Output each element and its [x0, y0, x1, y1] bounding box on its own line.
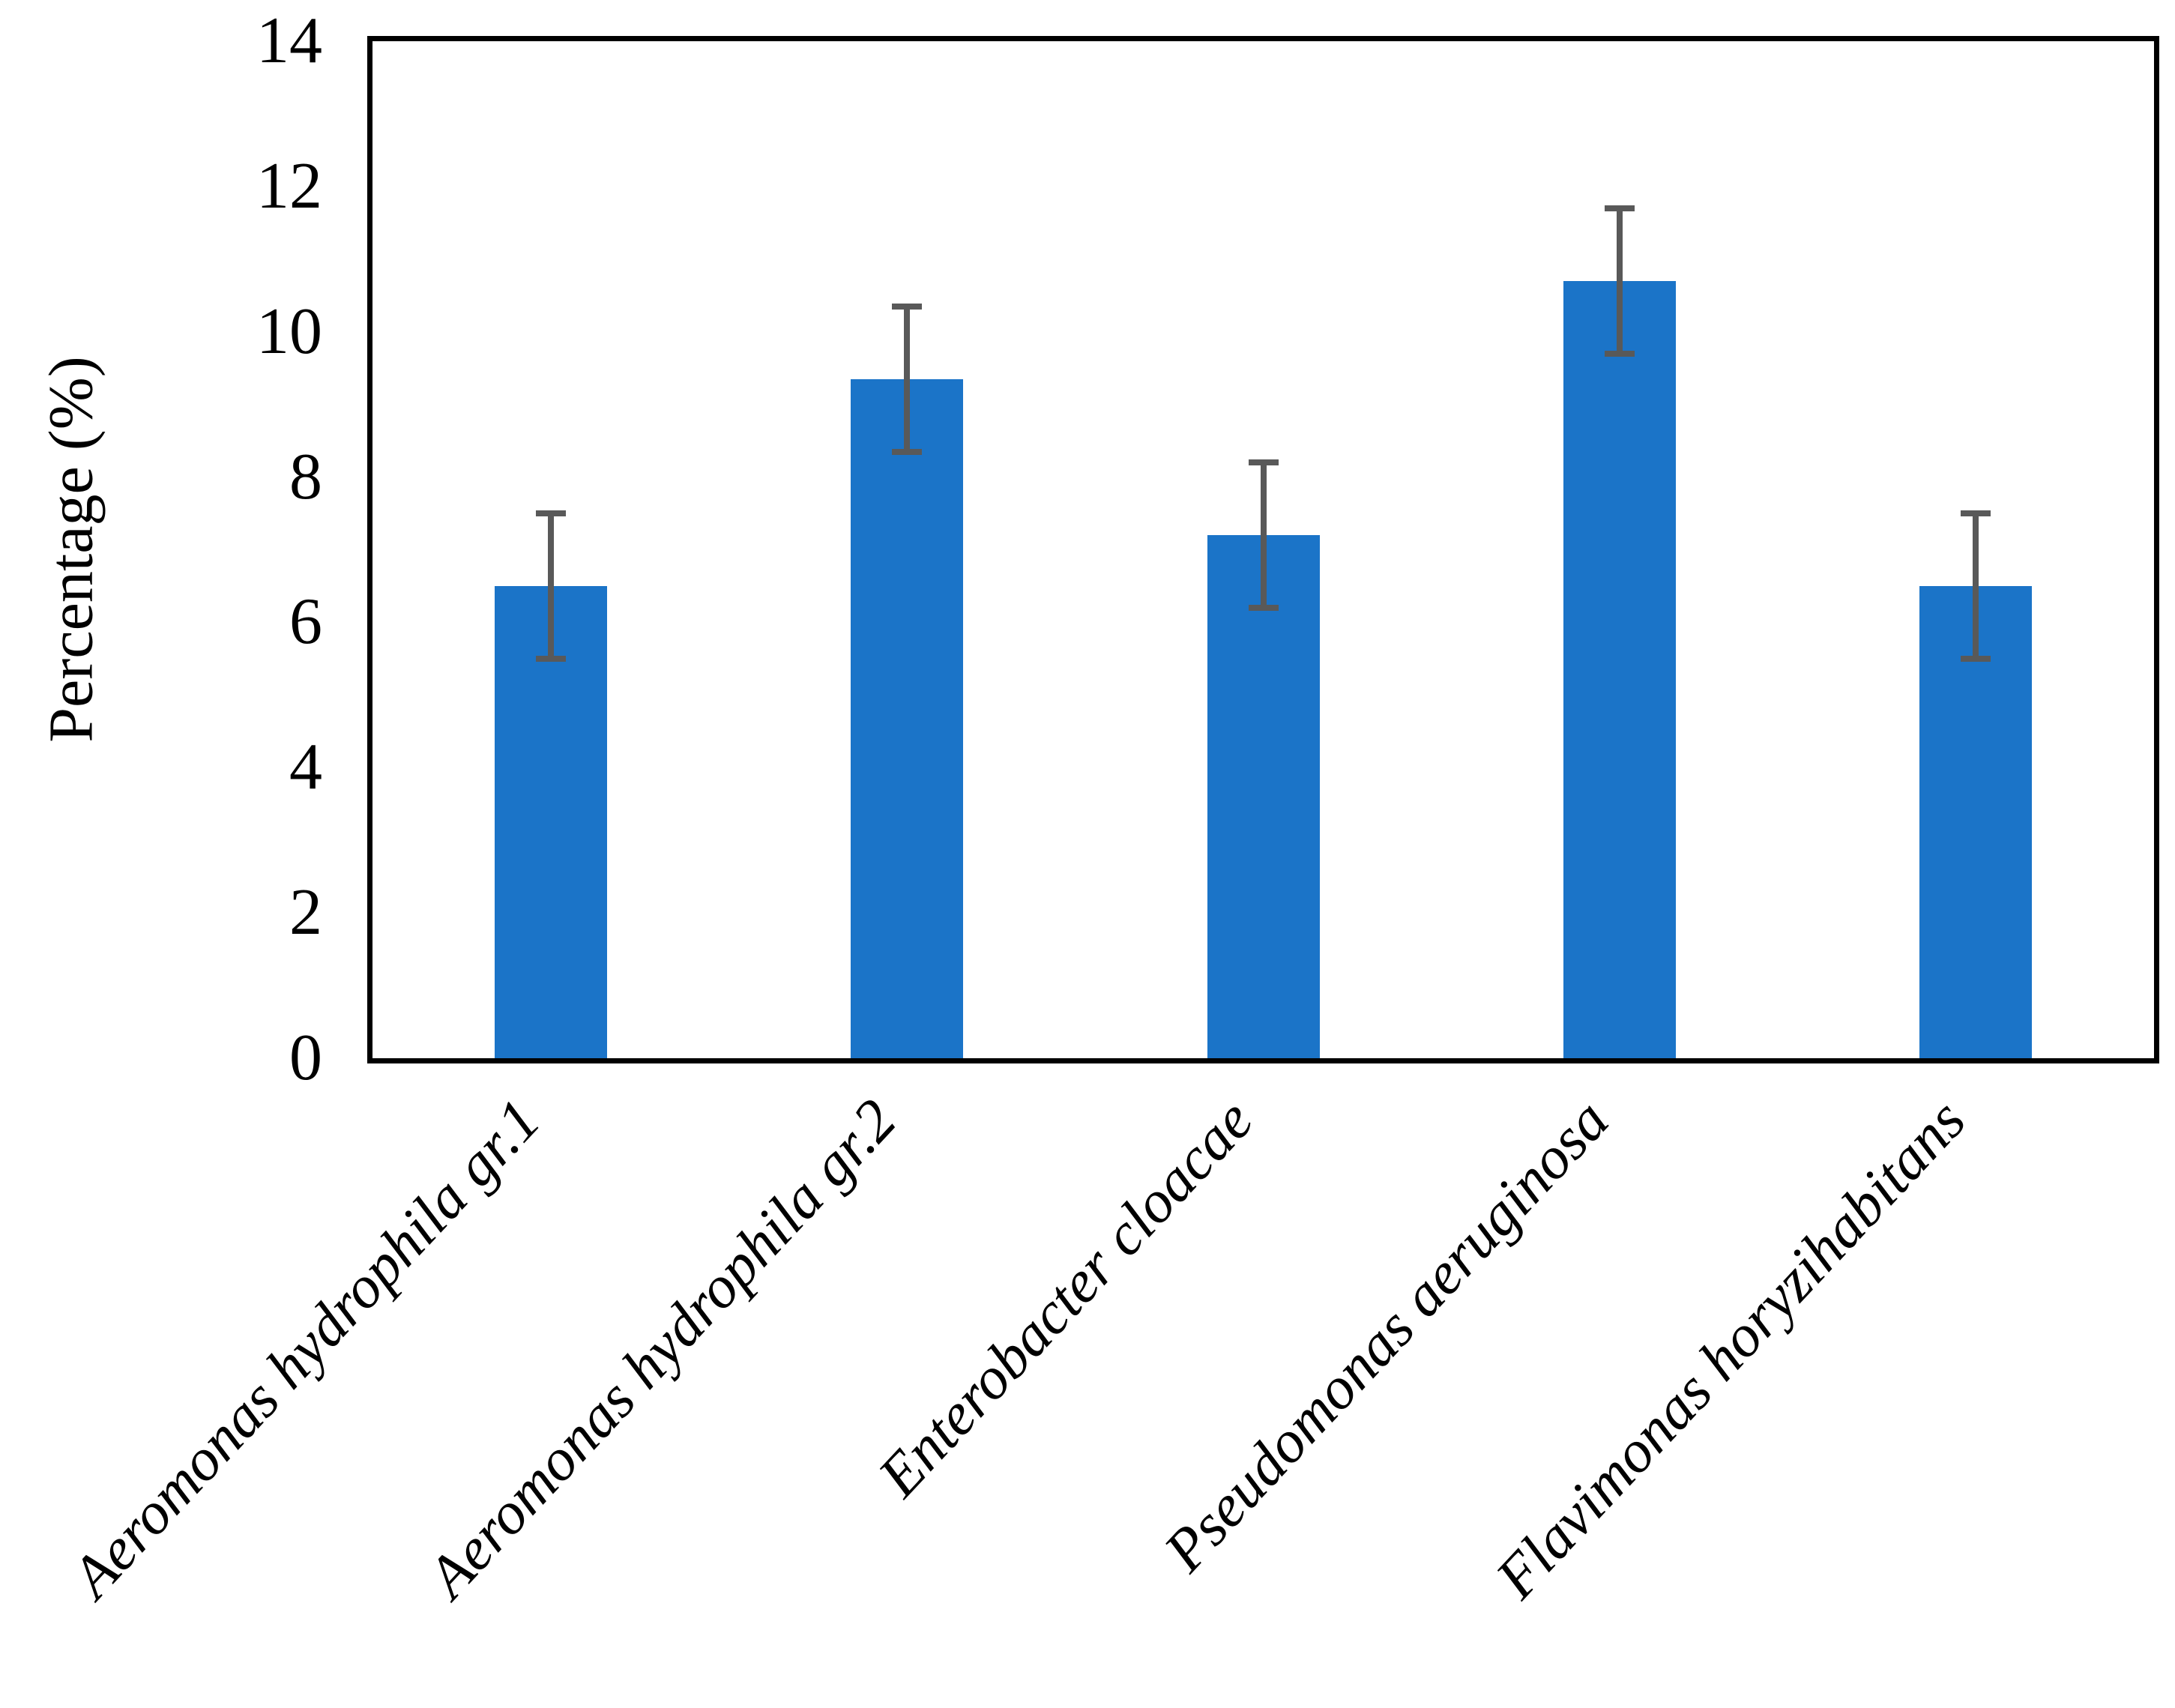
error-bar — [1260, 462, 1267, 609]
y-axis-title: Percentage (%) — [36, 356, 106, 743]
y-tick-label: 2 — [289, 876, 322, 950]
error-bar-cap — [1961, 510, 1991, 517]
error-bar-cap — [1604, 205, 1635, 211]
y-tick-label: 0 — [289, 1022, 322, 1094]
error-bar-cap — [535, 655, 566, 662]
error-bar — [904, 306, 911, 452]
plot-area — [367, 36, 2159, 1063]
x-category-label: Enterobacter cloacae — [865, 1087, 1266, 1509]
y-tick-label: 12 — [256, 149, 322, 223]
bar — [1919, 585, 2033, 1058]
y-tick-label: 10 — [256, 295, 322, 368]
y-tick-label: 14 — [256, 4, 322, 77]
error-bar — [1973, 513, 1979, 659]
bar — [851, 378, 964, 1058]
y-tick-label: 6 — [289, 585, 322, 659]
error-bar-cap — [535, 510, 566, 517]
y-tick-label: 4 — [289, 731, 322, 804]
error-bar-cap — [892, 448, 923, 455]
error-bar — [547, 513, 554, 659]
error-bar-cap — [1248, 605, 1279, 612]
bar — [1563, 280, 1676, 1058]
error-bar-cap — [1961, 655, 1991, 662]
error-bar-cap — [1248, 459, 1279, 466]
error-bar-cap — [1604, 350, 1635, 357]
bar — [494, 585, 607, 1058]
bar — [1207, 535, 1320, 1058]
error-bar — [1616, 208, 1623, 354]
y-tick-label: 8 — [289, 440, 322, 513]
error-bar-cap — [892, 303, 923, 310]
